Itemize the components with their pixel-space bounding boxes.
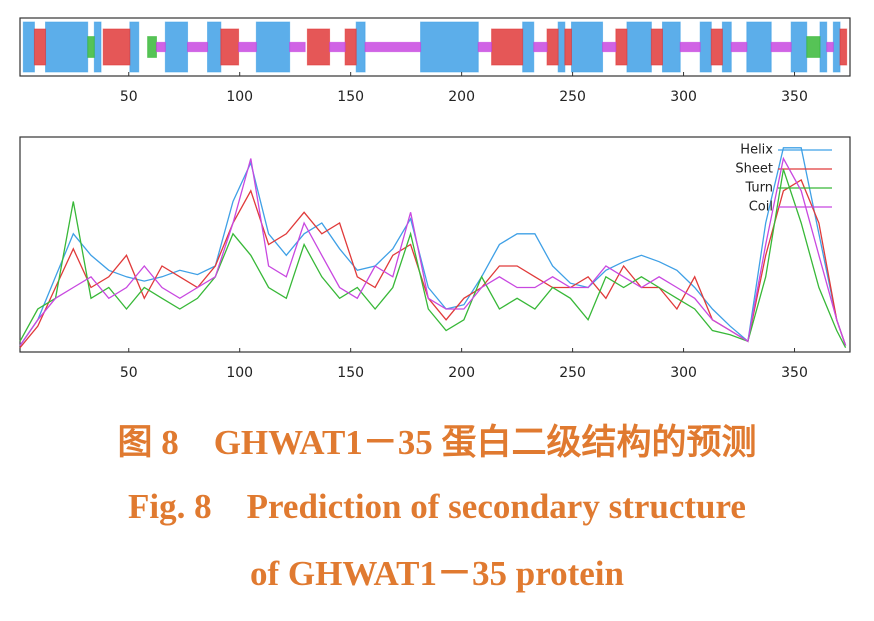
structure-segment xyxy=(147,36,157,58)
x-tick-label: 350 xyxy=(781,89,808,105)
structure-segment xyxy=(129,21,140,73)
plot-frame xyxy=(19,136,851,353)
structure-segment xyxy=(564,28,572,66)
structure-segment xyxy=(650,28,663,66)
structure-segment xyxy=(477,41,493,53)
structure-segment xyxy=(661,21,681,73)
chart: 50 100 150 200 250 300 350 Helix Sheet Turn Coil 50… xyxy=(19,17,851,381)
x-tick-label: 150 xyxy=(337,89,364,105)
series-line xyxy=(19,156,847,346)
structure-segment xyxy=(679,41,701,53)
caption-en: Fig. 8 Prediction of secondary structure xyxy=(128,487,746,526)
x-tick-label: 200 xyxy=(448,365,475,381)
structure-segment xyxy=(557,21,566,73)
legend-label: Turn xyxy=(744,181,773,196)
structure-segment xyxy=(710,28,723,66)
structure-segment xyxy=(570,21,604,73)
x-tick-label: 350 xyxy=(781,365,808,381)
structure-segment xyxy=(289,41,306,53)
structure-segment xyxy=(155,41,166,53)
structure-segment xyxy=(819,21,828,73)
structure-segment xyxy=(826,41,834,53)
structure-segment xyxy=(721,21,732,73)
structure-segment xyxy=(806,36,821,58)
structure-segment xyxy=(546,28,559,66)
structure-segment xyxy=(746,21,772,73)
x-tick-label: 100 xyxy=(226,365,253,381)
structure-segment xyxy=(602,41,617,53)
structure-segment xyxy=(522,21,535,73)
legend-label: Coil xyxy=(749,200,773,215)
structure-segment xyxy=(699,21,712,73)
structure-segment xyxy=(790,21,808,73)
legend-label: Sheet xyxy=(735,162,773,177)
structure-segment xyxy=(87,36,95,58)
structure-segment xyxy=(33,28,47,66)
legend-label: Helix xyxy=(740,143,773,158)
structure-segment xyxy=(626,21,652,73)
series-line xyxy=(19,169,847,348)
structure-segment xyxy=(238,41,257,53)
structure-segment xyxy=(533,41,548,53)
structure-segment xyxy=(102,28,131,66)
structure-segment xyxy=(730,41,748,53)
structure-segment xyxy=(220,28,240,66)
structure-segment xyxy=(344,28,357,66)
x-tick-label: 300 xyxy=(670,365,697,381)
structure-segment xyxy=(207,21,222,73)
structure-segment xyxy=(832,21,841,73)
structure-segment xyxy=(364,41,422,53)
series-line xyxy=(19,147,847,346)
x-tick-label: 50 xyxy=(120,365,138,381)
x-tick-label: 100 xyxy=(226,89,253,105)
structure-segment xyxy=(355,21,366,73)
structure-segment xyxy=(93,21,102,73)
structure-segment xyxy=(770,41,792,53)
structure-segment xyxy=(164,21,189,73)
caption-en: of GHWAT1－35 protein xyxy=(250,554,624,593)
caption-zh: 图 8 GHWAT1－35 蛋白二级结构的预测 xyxy=(117,423,757,462)
x-tick-label: 250 xyxy=(559,89,586,105)
structure-segment xyxy=(22,21,35,73)
structure-segment xyxy=(329,41,346,53)
x-tick-label: 50 xyxy=(120,89,138,105)
x-tick-label: 150 xyxy=(337,365,364,381)
structure-segment xyxy=(491,28,524,66)
structure-segment xyxy=(306,28,331,66)
structure-segment xyxy=(45,21,89,73)
structure-segment xyxy=(187,41,209,53)
x-tick-label: 250 xyxy=(559,365,586,381)
x-tick-label: 200 xyxy=(448,89,475,105)
structure-segment xyxy=(420,21,479,73)
structure-segment xyxy=(839,28,848,66)
x-tick-label: 300 xyxy=(670,89,697,105)
structure-segment xyxy=(615,28,628,66)
structure-segment xyxy=(255,21,291,73)
